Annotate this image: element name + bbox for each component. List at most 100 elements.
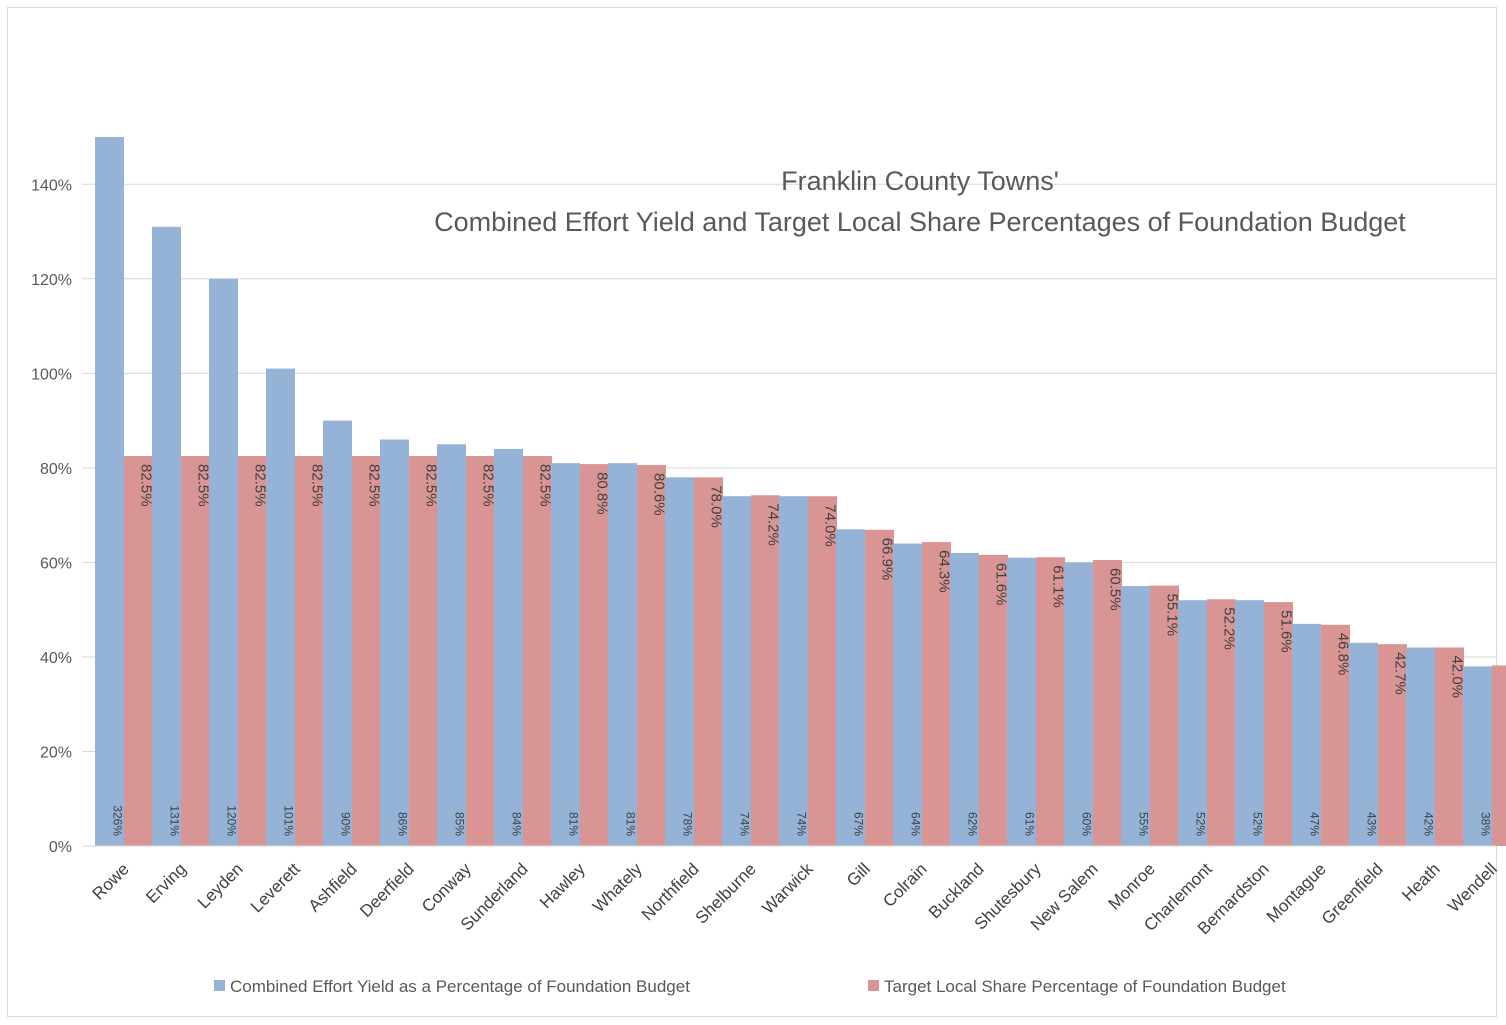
bar-target-share xyxy=(295,456,324,846)
data-label-effort: 86% xyxy=(396,812,410,836)
bar-effort-yield xyxy=(665,477,694,846)
bar-target-share xyxy=(238,456,267,846)
bar-target-share xyxy=(1321,624,1350,846)
x-category-label: Wendell xyxy=(1444,859,1501,916)
bar-target-share xyxy=(1093,560,1122,846)
bar-target-share xyxy=(580,464,609,846)
data-label-target: 80.6% xyxy=(651,473,668,516)
bar-effort-yield xyxy=(722,496,751,846)
bar-target-share xyxy=(466,456,495,846)
bar-effort-yield xyxy=(380,439,409,846)
data-label-target: 82.5% xyxy=(252,464,269,507)
legend-label-effort: Combined Effort Yield as a Percentage of… xyxy=(230,977,690,996)
chart-title: Franklin County Towns' Combined Effort Y… xyxy=(434,166,1406,237)
y-tick-label: 140% xyxy=(31,177,72,194)
bar-target-share xyxy=(694,477,723,846)
bar-effort-yield xyxy=(266,368,295,846)
data-label-target: 60.5% xyxy=(1107,568,1124,611)
data-label-effort: 62% xyxy=(966,812,980,836)
bar-target-share xyxy=(922,542,951,846)
bar-effort-yield xyxy=(1121,586,1150,846)
data-label-target: 82.5% xyxy=(480,464,497,507)
bar-target-share xyxy=(1036,557,1065,846)
x-category-label: Conway xyxy=(418,859,475,916)
x-category-label: Monroe xyxy=(1105,859,1159,913)
legend-swatch-effort xyxy=(214,980,225,991)
data-label-target: 82.5% xyxy=(423,464,440,507)
data-label-target: 61.6% xyxy=(993,563,1010,606)
data-label-target: 82.5% xyxy=(537,464,554,507)
bar-target-share xyxy=(1435,647,1464,846)
bar-effort-yield xyxy=(1349,642,1378,846)
data-label-target: 78.0% xyxy=(708,485,725,528)
data-label-effort: 52% xyxy=(1194,812,1208,836)
bar-target-share xyxy=(1264,602,1293,846)
bar-target-share xyxy=(409,456,438,846)
x-category-label: Whately xyxy=(589,859,646,916)
data-label-target: 82.5% xyxy=(366,464,383,507)
bar-effort-yield xyxy=(323,420,352,846)
bar-effort-yield xyxy=(893,543,922,846)
y-tick-label: 60% xyxy=(40,555,72,572)
data-label-effort: 55% xyxy=(1137,812,1151,836)
data-label-target: 66.9% xyxy=(879,538,896,581)
data-label-target: 46.8% xyxy=(1335,633,1352,676)
bar-effort-yield xyxy=(95,137,124,846)
data-label-effort: 85% xyxy=(453,812,467,836)
x-category-label: Rowe xyxy=(89,859,133,903)
bar-target-share xyxy=(1207,599,1236,846)
data-label-effort: 38% xyxy=(1479,812,1493,836)
data-label-target: 64.3% xyxy=(936,550,953,593)
data-label-effort: 81% xyxy=(567,812,581,836)
bar-effort-yield xyxy=(836,529,865,846)
bar-effort-yield xyxy=(152,226,181,847)
legend: Combined Effort Yield as a Percentage of… xyxy=(214,977,1286,996)
bar-effort-yield xyxy=(1463,666,1492,846)
bar-effort-yield xyxy=(494,448,523,846)
bar-target-share xyxy=(637,465,666,846)
data-label-effort: 101% xyxy=(282,805,296,836)
data-label-target: 74.2% xyxy=(765,503,782,546)
bar-effort-yield xyxy=(608,463,637,846)
data-label-effort: 52% xyxy=(1251,812,1265,836)
x-category-label: Deerfield xyxy=(356,859,418,921)
data-label-effort: 84% xyxy=(510,812,524,836)
bar-target-share xyxy=(808,496,837,846)
chart-title-line2: Combined Effort Yield and Target Local S… xyxy=(434,207,1406,237)
data-label-target: 55.1% xyxy=(1164,594,1181,637)
data-label-effort: 42% xyxy=(1422,812,1436,836)
data-label-effort: 60% xyxy=(1080,812,1094,836)
data-label-effort: 74% xyxy=(795,812,809,836)
data-label-target: 74.0% xyxy=(822,504,839,547)
data-label-effort: 74% xyxy=(738,812,752,836)
bar-effort-yield xyxy=(779,496,808,846)
bar-target-share xyxy=(352,456,381,846)
data-label-target: 82.5% xyxy=(138,464,155,507)
bar-effort-yield xyxy=(1064,562,1093,846)
data-label-effort: 67% xyxy=(852,812,866,836)
bar-target-share xyxy=(124,456,153,846)
legend-label-target: Target Local Share Percentage of Foundat… xyxy=(884,977,1286,996)
data-label-effort: 43% xyxy=(1365,812,1379,836)
chart-frame xyxy=(7,7,1497,1017)
y-tick-label: 20% xyxy=(40,744,72,761)
x-category-label: Hawley xyxy=(536,859,589,912)
bar-target-share xyxy=(181,456,210,846)
y-tick-label: 80% xyxy=(40,461,72,478)
y-tick-label: 40% xyxy=(40,650,72,667)
bar-target-share xyxy=(1378,644,1407,846)
bars: 326% 82.5% 131% 82.5% 120% 82.5% 101% 82.5% 90% 8… xyxy=(95,137,1506,847)
data-label-target: 42.7% xyxy=(1392,652,1409,695)
data-label-effort: 78% xyxy=(681,812,695,836)
data-label-target: 42.0% xyxy=(1449,655,1466,698)
y-tick-label: 120% xyxy=(31,272,72,289)
data-label-effort: 120% xyxy=(225,805,239,836)
x-category-label: Colrain xyxy=(879,859,931,911)
bar-effort-yield xyxy=(1235,600,1264,846)
bar-target-share xyxy=(1492,665,1506,846)
x-category-label: Leyden xyxy=(194,859,247,912)
data-label-effort: 47% xyxy=(1308,812,1322,836)
x-category-label: Greenfield xyxy=(1318,859,1387,928)
data-label-target: 52.2% xyxy=(1221,607,1238,650)
